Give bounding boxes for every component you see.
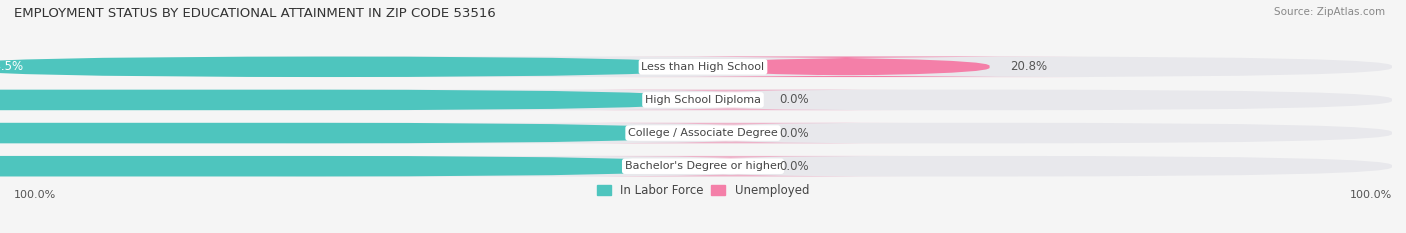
FancyBboxPatch shape (0, 123, 703, 143)
FancyBboxPatch shape (551, 123, 910, 143)
Text: 20.8%: 20.8% (1011, 60, 1047, 73)
Text: 100.0%: 100.0% (1350, 190, 1392, 200)
Text: EMPLOYMENT STATUS BY EDUCATIONAL ATTAINMENT IN ZIP CODE 53516: EMPLOYMENT STATUS BY EDUCATIONAL ATTAINM… (14, 7, 496, 20)
FancyBboxPatch shape (603, 57, 1088, 77)
FancyBboxPatch shape (0, 57, 703, 77)
FancyBboxPatch shape (14, 57, 1392, 77)
FancyBboxPatch shape (14, 123, 1392, 143)
Text: 0.0%: 0.0% (779, 93, 808, 106)
FancyBboxPatch shape (551, 90, 910, 110)
Text: 0.0%: 0.0% (779, 127, 808, 140)
FancyBboxPatch shape (0, 90, 703, 110)
Text: Source: ZipAtlas.com: Source: ZipAtlas.com (1274, 7, 1385, 17)
Text: 0.0%: 0.0% (779, 160, 808, 173)
Text: College / Associate Degree: College / Associate Degree (628, 128, 778, 138)
Text: Less than High School: Less than High School (641, 62, 765, 72)
FancyBboxPatch shape (0, 156, 703, 176)
Text: 100.0%: 100.0% (14, 190, 56, 200)
Text: Bachelor's Degree or higher: Bachelor's Degree or higher (624, 161, 782, 171)
FancyBboxPatch shape (14, 156, 1392, 176)
FancyBboxPatch shape (14, 90, 1392, 110)
Legend: In Labor Force, Unemployed: In Labor Force, Unemployed (598, 184, 808, 197)
FancyBboxPatch shape (551, 156, 910, 176)
Text: 54.5%: 54.5% (0, 60, 24, 73)
Text: High School Diploma: High School Diploma (645, 95, 761, 105)
